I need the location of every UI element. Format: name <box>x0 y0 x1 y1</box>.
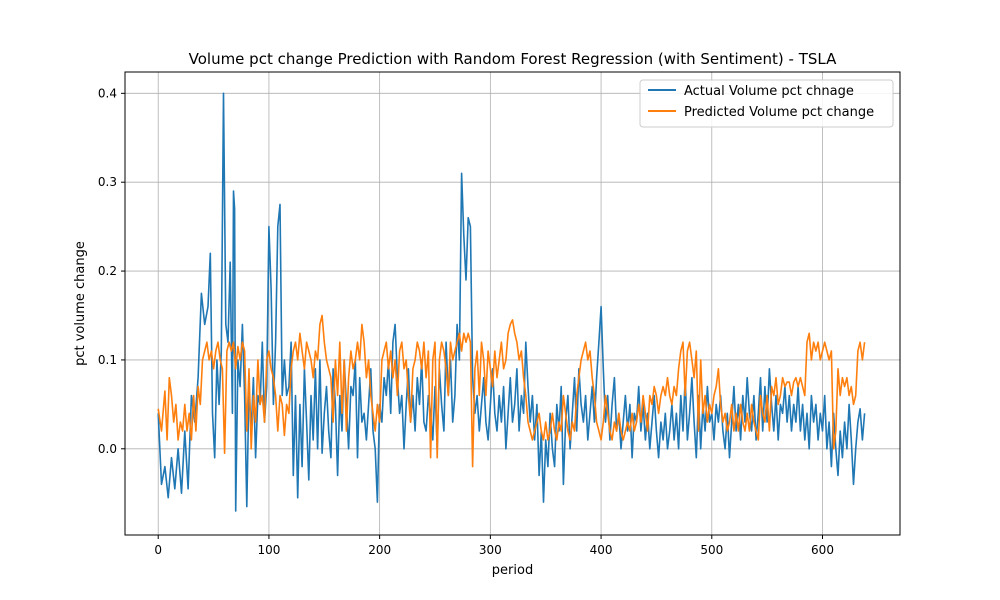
x-axis-label: period <box>492 563 533 578</box>
series-line-predicted <box>157 314 866 468</box>
legend: Actual Volume pct chnage Predicted Volum… <box>639 79 894 128</box>
axis-ticks: 0 100 200 300 400 500 600 0.0 0.1 0.2 0.3 0.4 <box>98 86 834 557</box>
x-tick-label: 0 <box>154 543 162 557</box>
y-tick-label: 0.1 <box>98 353 117 367</box>
plot-frame <box>124 71 901 536</box>
y-tick-label: 0.0 <box>98 442 117 456</box>
series-line-actual <box>157 92 866 512</box>
legend-box <box>639 79 894 128</box>
x-tick-label: 500 <box>700 543 723 557</box>
legend-label-predicted: Predicted Volume pct change <box>684 105 874 120</box>
x-tick-label: 400 <box>590 543 613 557</box>
series-lines <box>157 92 866 512</box>
x-tick-label: 600 <box>811 543 834 557</box>
grid-lines <box>125 72 900 535</box>
y-tick-label: 0.3 <box>98 175 117 189</box>
x-tick-label: 300 <box>479 543 502 557</box>
chart-title: Volume pct change Prediction with Random… <box>189 50 837 68</box>
x-tick-label: 100 <box>257 543 280 557</box>
x-tick-label: 200 <box>368 543 391 557</box>
y-tick-label: 0.2 <box>98 264 117 278</box>
y-axis-label: pct volume change <box>73 241 88 366</box>
y-tick-label: 0.4 <box>98 86 117 100</box>
legend-label-actual: Actual Volume pct chnage <box>684 84 854 99</box>
